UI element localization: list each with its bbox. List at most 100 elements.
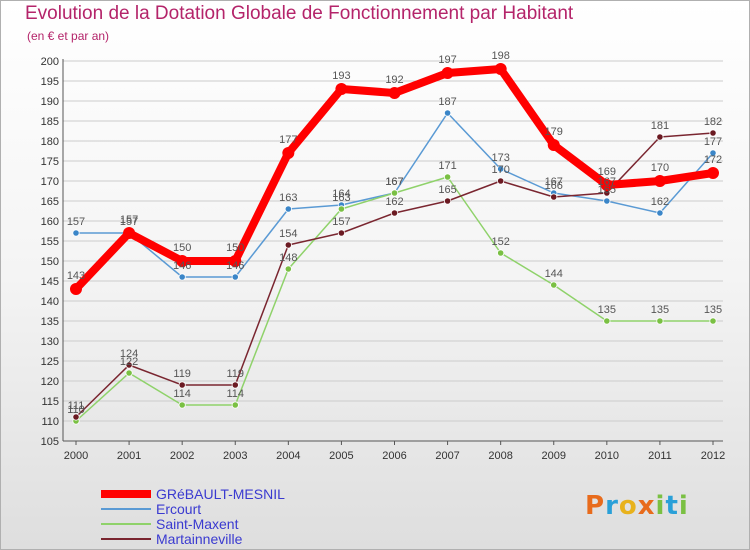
chart-title: Evolution de la Dotation Globale de Fonc… [25,3,574,24]
data-label-martainneville: 170 [491,164,509,176]
data-point-gr-bault-mesnil [600,179,613,191]
data-label-saint-maxent: 110 [67,404,85,416]
data-label-saint-maxent: 152 [491,236,509,248]
y-tick-label: 125 [41,356,59,368]
data-label-martainneville: 165 [438,184,456,196]
data-point-gr-bault-mesnil [494,63,507,75]
data-label-gr-bault-mesnil: 150 [226,242,244,254]
x-tick-label: 2007 [435,450,459,462]
data-point-gr-bault-mesnil [547,139,560,151]
data-point-saint-maxent [390,189,399,197]
x-tick-label: 2002 [170,450,194,462]
data-point-gr-bault-mesnil [176,255,189,267]
data-point-gr-bault-mesnil [335,83,348,95]
data-label-ercourt: 165 [598,184,616,196]
data-label-gr-bault-mesnil: 177 [279,134,297,146]
data-point-gr-bault-mesnil [441,67,454,79]
x-tick-label: 2012 [701,450,725,462]
data-label-gr-bault-mesnil: 157 [120,214,138,226]
data-label-saint-maxent: 122 [120,356,138,368]
y-tick-label: 115 [41,396,59,408]
legend-label-martainneville: Martainneville [156,531,243,547]
data-point-saint-maxent [231,401,239,409]
logo-letter: x [637,491,656,521]
data-point-martainneville [72,413,80,421]
data-label-martainneville: 119 [173,368,191,380]
data-label-saint-maxent: 114 [173,388,191,400]
y-tick-label: 190 [41,96,59,108]
data-point-saint-maxent [178,401,186,409]
data-point-ercourt [656,209,664,217]
x-tick-label: 2006 [382,450,406,462]
y-tick-label: 110 [41,416,59,428]
chart-subtitle: (en € et par an) [27,29,110,43]
data-label-saint-maxent: 135 [598,304,616,316]
data-point-gr-bault-mesnil [70,283,82,295]
data-label-saint-maxent: 144 [545,268,563,280]
data-label-martainneville: 181 [651,120,669,132]
data-label-martainneville: 167 [598,176,616,188]
data-label-gr-bault-mesnil: 150 [173,242,191,254]
data-label-saint-maxent: 135 [704,304,722,316]
logo-letter: r [605,491,619,521]
x-tick-label: 2000 [64,450,88,462]
data-point-gr-bault-mesnil [707,167,719,179]
data-label-gr-bault-mesnil: 193 [332,70,350,82]
data-label-gr-bault-mesnil: 179 [545,126,563,138]
logo-letter: P [585,491,606,521]
data-point-martainneville [443,197,452,205]
data-label-saint-maxent: 171 [438,160,456,172]
data-point-martainneville [550,193,558,201]
data-label-martainneville: 166 [545,180,563,192]
data-point-saint-maxent [497,249,505,257]
data-point-ercourt [709,149,717,157]
data-label-gr-bault-mesnil: 197 [438,54,456,66]
data-point-ercourt [231,273,239,281]
data-label-ercourt: 163 [279,192,297,204]
data-point-martainneville [497,177,505,185]
x-tick-label: 2009 [542,450,566,462]
data-point-ercourt [443,109,452,117]
data-label-gr-bault-mesnil: 170 [651,162,669,174]
x-tick-label: 2008 [488,450,512,462]
y-tick-label: 200 [41,56,59,68]
data-point-martainneville [656,133,664,141]
data-point-ercourt [284,205,292,213]
x-tick-label: 2005 [329,450,353,462]
data-point-gr-bault-mesnil [229,255,242,267]
data-point-gr-bault-mesnil [282,147,295,159]
y-tick-label: 165 [41,196,59,208]
data-point-martainneville [231,381,239,389]
y-tick-label: 135 [41,316,59,328]
y-tick-label: 155 [41,236,59,248]
data-point-saint-maxent [550,281,558,289]
logo-letter: o [618,491,638,521]
data-label-ercourt: 157 [120,216,138,228]
data-point-saint-maxent [337,205,346,213]
data-point-martainneville [709,129,717,137]
data-point-ercourt [178,273,186,281]
logo-letter: t [665,491,679,521]
data-point-saint-maxent [709,317,717,325]
data-point-saint-maxent [443,173,452,181]
data-label-ercourt: 167 [385,176,403,188]
logo-letter: i [655,491,666,521]
y-tick-label: 140 [41,296,59,308]
data-label-ercourt: 146 [226,260,244,272]
y-tick-label: 185 [41,116,59,128]
x-tick-label: 2010 [595,450,619,462]
data-label-saint-maxent: 163 [332,192,350,204]
logo-letter: i [678,491,689,521]
data-label-ercourt: 177 [704,136,722,148]
data-label-martainneville: 119 [226,368,244,380]
y-tick-label: 130 [41,336,59,348]
y-tick-label: 170 [41,176,59,188]
data-point-saint-maxent [656,317,664,325]
y-tick-label: 145 [41,276,59,288]
data-point-martainneville [284,241,292,249]
data-point-martainneville [178,381,186,389]
data-label-gr-bault-mesnil: 172 [704,154,722,166]
data-label-martainneville: 157 [332,216,350,228]
